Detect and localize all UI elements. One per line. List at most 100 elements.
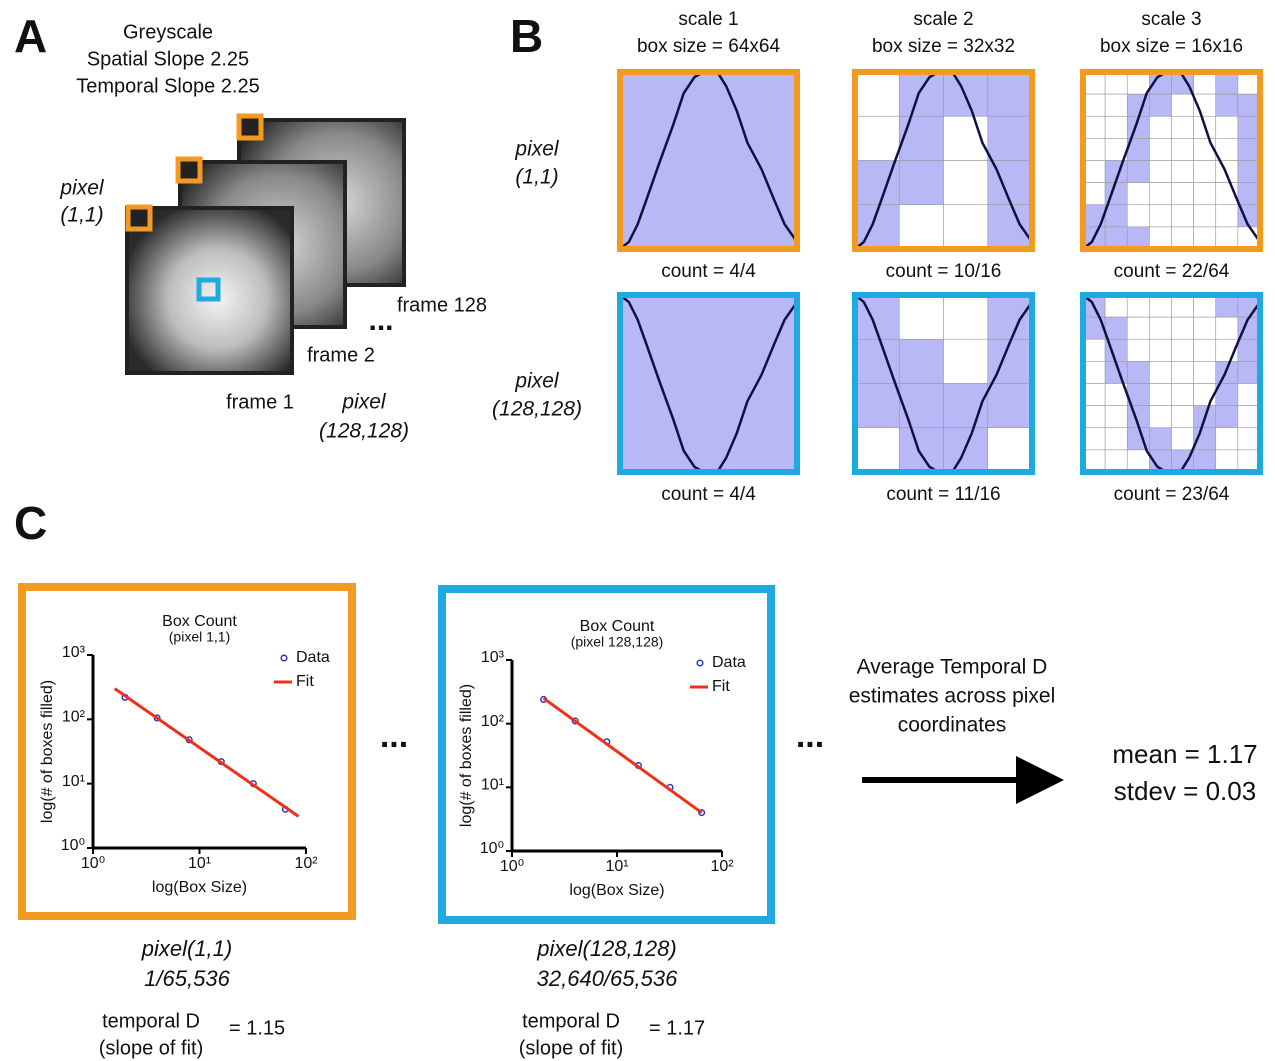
scale-label: scale 2: [913, 9, 973, 30]
box-cell: [1194, 295, 1216, 317]
box-cell: [1149, 205, 1171, 227]
box-cell: [944, 205, 988, 249]
box-cell: [1194, 317, 1216, 339]
ellipsis: ...: [380, 717, 408, 755]
box-cell: [855, 428, 899, 472]
box-cell: [988, 428, 1032, 472]
count-label: count = 4/4: [661, 261, 756, 282]
row-label: (1,1): [515, 166, 558, 189]
box-cell: [1127, 295, 1149, 317]
box-cell: [1127, 317, 1149, 339]
x-tick-label: 10⁰: [81, 855, 105, 872]
y-tick-label: 10³: [481, 649, 505, 666]
legend-label: Data: [296, 649, 330, 666]
box-cell: [988, 384, 1032, 428]
panel-label: B: [510, 10, 543, 62]
panel-title: Greyscale: [123, 21, 213, 43]
box-cell: [1238, 72, 1260, 94]
pixel-marker: [239, 116, 261, 138]
figure: AGreyscaleSpatial Slope 2.25Temporal Slo…: [0, 0, 1275, 1061]
box-cell: [1105, 94, 1127, 116]
box-cell: [1172, 227, 1194, 249]
box-cell: [1105, 227, 1127, 249]
box-cell: [1216, 94, 1238, 116]
box-cell: [1172, 161, 1194, 183]
box-cell: [1127, 183, 1149, 205]
box-cell: [1127, 227, 1149, 249]
box-cell: [855, 384, 899, 428]
legend-label: Fit: [712, 678, 730, 695]
summary: mean = 1.17: [1112, 739, 1257, 769]
panel-title: Spatial Slope 2.25: [87, 48, 249, 70]
box-cell: [1127, 161, 1149, 183]
pixel-label: pixel: [59, 177, 105, 200]
box-cell: [1149, 361, 1171, 383]
box-cell: [1216, 428, 1238, 450]
box-cell: [1172, 205, 1194, 227]
box-cell: [899, 205, 943, 249]
y-tick-label: 10³: [62, 644, 86, 661]
box-cell: [1105, 205, 1127, 227]
box-cell: [1083, 361, 1105, 383]
box-cell: [944, 295, 988, 339]
box-cell: [1172, 339, 1194, 361]
box-cell: [899, 116, 943, 160]
frame-image: [127, 208, 292, 373]
box-cell: [1127, 339, 1149, 361]
box-cell: [899, 339, 943, 383]
scale-label: box size = 16x16: [1100, 36, 1243, 57]
legend-label: Data: [712, 654, 746, 671]
count-label: count = 11/16: [886, 484, 1000, 505]
y-tick-label: 10¹: [481, 777, 504, 794]
box-cell: [1105, 406, 1127, 428]
ellipsis: ...: [796, 717, 824, 755]
box-cell: [1216, 317, 1238, 339]
box-cell: [1149, 406, 1171, 428]
box-cell: [1105, 116, 1127, 138]
box-cell: [1238, 94, 1260, 116]
box-cell: [1149, 317, 1171, 339]
box-cell: [1149, 94, 1171, 116]
box-cell: [899, 161, 943, 205]
box-cell: [1149, 161, 1171, 183]
measure-label: temporal D: [102, 1010, 200, 1032]
box-cell: [1083, 72, 1105, 94]
box-cell: [1172, 406, 1194, 428]
box-cell: [1238, 116, 1260, 138]
y-tick-label: 10²: [62, 709, 86, 726]
pixel-label: (128,128): [319, 420, 409, 443]
caption: pixel(1,1): [141, 936, 232, 961]
panel-title: Temporal Slope 2.25: [76, 75, 259, 97]
caption: pixel(128,128): [536, 936, 676, 961]
frame-label: frame 128: [397, 294, 487, 316]
summary: stdev = 0.03: [1114, 776, 1256, 806]
chart-title: Box Count: [580, 618, 655, 635]
count-label: count = 10/16: [886, 261, 1002, 282]
box-cell: [944, 339, 988, 383]
chart-subtitle: (pixel 128,128): [571, 634, 664, 650]
box-cell: [1194, 138, 1216, 160]
box-cell: [620, 72, 797, 249]
y-tick-label: 10⁰: [480, 840, 504, 857]
x-axis-label: log(Box Size): [569, 882, 664, 899]
box-cell: [620, 295, 797, 472]
box-cell: [1194, 339, 1216, 361]
box-cell: [1149, 384, 1171, 406]
row-label: pixel: [514, 370, 560, 393]
box-cell: [1149, 138, 1171, 160]
box-cell: [1238, 406, 1260, 428]
result: = 1.17: [649, 1017, 705, 1039]
box-cell: [1149, 428, 1171, 450]
y-axis-label: log(# of boxes filled): [458, 684, 475, 827]
box-cell: [1083, 450, 1105, 472]
pixel-label: (1,1): [60, 204, 103, 227]
box-cell: [1149, 116, 1171, 138]
box-cell: [1127, 72, 1149, 94]
box-cell: [944, 161, 988, 205]
box-cell: [1105, 428, 1127, 450]
chart-subtitle: (pixel 1,1): [169, 629, 230, 645]
pixel-marker: [178, 159, 200, 181]
result: = 1.15: [229, 1017, 285, 1039]
box-cell: [1083, 161, 1105, 183]
box-cell: [1105, 72, 1127, 94]
